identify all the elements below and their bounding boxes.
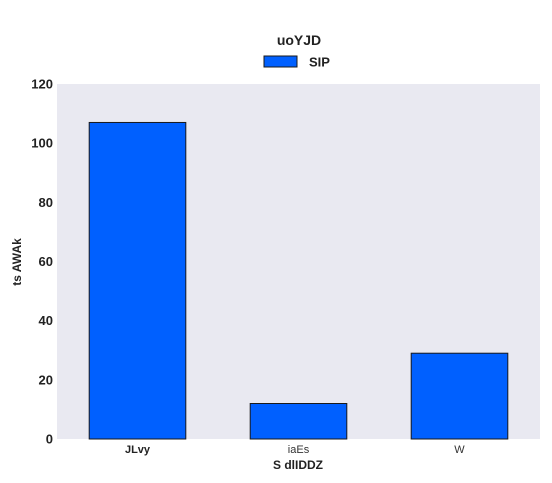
x-axis-ticks: JLvy iaEs W (125, 444, 465, 456)
bar-w (410, 352, 509, 440)
y-tick-label: 100 (31, 136, 53, 151)
x-tick-label: W (454, 444, 465, 456)
legend-label-sip: SIP (309, 55, 330, 70)
y-tick-label: 120 (31, 77, 53, 92)
y-axis-label: ts AWAk (10, 238, 24, 286)
x-tick-label: JLvy (125, 444, 151, 456)
y-tick-label: 60 (39, 254, 53, 269)
bar-jlvy (88, 121, 187, 440)
y-tick-label: 0 (46, 432, 53, 447)
x-tick-label: iaEs (288, 444, 310, 456)
x-axis-label: S dlIDDZ (273, 458, 323, 472)
y-tick-label: 80 (39, 195, 53, 210)
bars-group (88, 121, 509, 440)
y-tick-label: 40 (39, 313, 53, 328)
chart-title: uoYJD (277, 32, 321, 48)
y-tick-label: 20 (39, 372, 53, 387)
legend-swatch-sip (263, 55, 298, 68)
y-axis-ticks: 0 20 40 60 80 100 120 (31, 77, 53, 447)
bar-iaes (249, 403, 348, 440)
legend: SIP (263, 55, 330, 70)
